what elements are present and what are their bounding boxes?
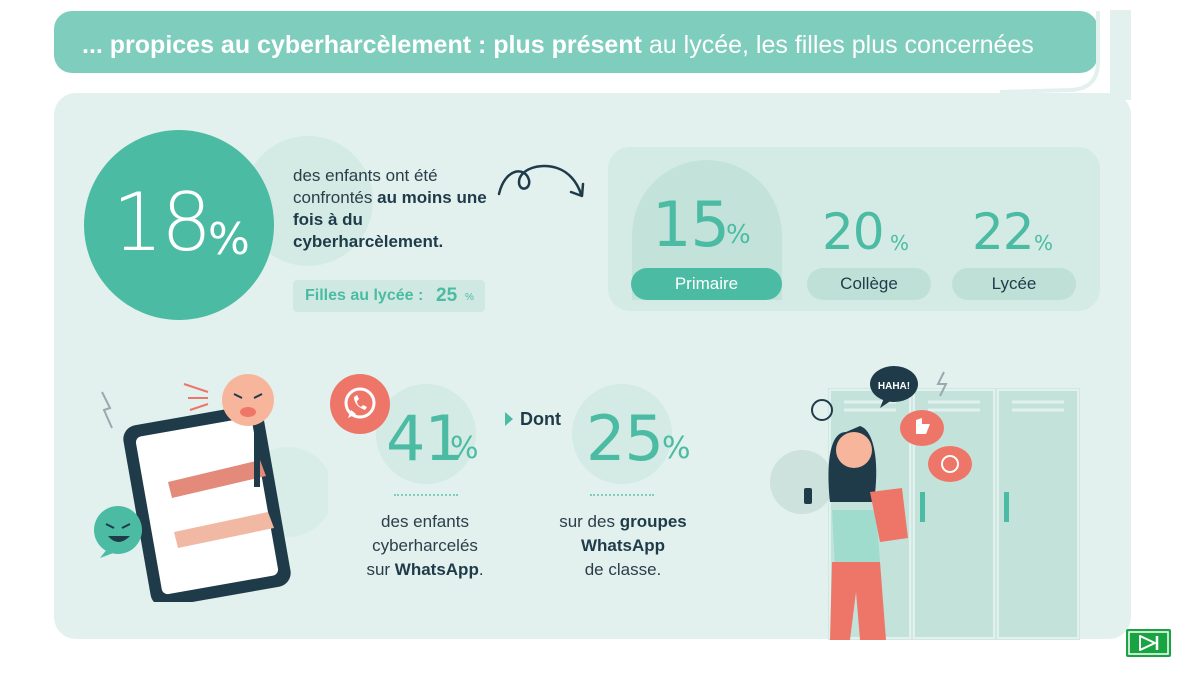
- whatsapp-icon-glyph: [344, 387, 376, 419]
- dont-label: Dont: [520, 409, 561, 429]
- next-slide-button[interactable]: [1126, 629, 1171, 657]
- stat2-line2-bold: WhatsApp: [580, 536, 666, 555]
- level-primaire-pill: Primaire: [631, 268, 782, 300]
- group-stat-unit: %: [662, 431, 691, 466]
- dotted-divider-2: [590, 494, 654, 496]
- whatsapp-stat-value: 41: [386, 402, 464, 475]
- girls-label: Filles au lycée :: [305, 287, 424, 304]
- level-college-value: 20: [822, 203, 885, 261]
- girls-value: 25: [436, 285, 458, 306]
- decor-circle-41: [376, 384, 476, 484]
- haha-text: HAHA!: [878, 381, 910, 392]
- header-decoration: [999, 11, 1100, 94]
- title-bold-start: ... propices au cyberharcèlement :: [82, 31, 494, 59]
- stat2-line2: WhatsApp: [538, 534, 708, 558]
- title-bold-highlight: plus présent: [493, 31, 642, 59]
- triangle-right-icon: [505, 412, 513, 426]
- header-bar: [54, 11, 1098, 73]
- stat2-line1-bold: groupes: [619, 512, 687, 531]
- stat2-line1-plain: sur des: [559, 512, 620, 531]
- level-lycee-value: 22: [972, 203, 1035, 261]
- overall-text-bold: au moins une fois à du cyberharcèlement.: [293, 188, 487, 251]
- group-stat-description: sur des groupes WhatsApp de classe.: [538, 510, 708, 582]
- title-end: au lycée, les filles plus concernées: [641, 31, 1034, 59]
- next-slide-icon: [1128, 631, 1169, 655]
- whatsapp-stat-unit: %: [450, 431, 479, 466]
- stat1-line3-bold: WhatsApp: [394, 560, 479, 579]
- curved-arrow-icon: [497, 164, 585, 198]
- girls-badge: [293, 280, 485, 312]
- panel-edge: [1110, 10, 1131, 100]
- girls-unit: %: [465, 292, 474, 303]
- girl-lockers-illustration: HAHA!: [770, 366, 1080, 640]
- level-college-unit: %: [890, 231, 910, 255]
- level-lycee-unit: %: [1034, 231, 1054, 255]
- level-lycee-pill: Lycée: [952, 268, 1076, 300]
- level-college-pill: Collège: [807, 268, 931, 300]
- overall-value: 18: [112, 176, 212, 269]
- stat2-line3: de classe.: [584, 560, 662, 579]
- overall-description: des enfants ont été confrontés au moins …: [293, 165, 493, 253]
- overall-text-plain: des enfants ont été confrontés: [293, 166, 438, 207]
- phone-harassment-illustration: [94, 374, 328, 602]
- decor-circle-25: [572, 384, 672, 484]
- stat1-line3-end: .: [478, 560, 484, 579]
- stat2-line1: sur des groupes: [538, 510, 708, 534]
- overall-unit: %: [208, 214, 250, 265]
- whatsapp-icon: [330, 374, 390, 434]
- stat1-line1: des enfants: [381, 512, 469, 531]
- whatsapp-stat-description: des enfants cyberharcelés sur WhatsApp.: [340, 510, 510, 582]
- dotted-divider: [394, 494, 458, 496]
- stat1-line3: sur WhatsApp.: [340, 558, 510, 582]
- stat1-line3-plain: sur: [366, 560, 395, 579]
- level-primaire-value: 15: [652, 188, 730, 261]
- group-stat-value: 25: [586, 402, 664, 475]
- stat1-line2: cyberharcelés: [372, 536, 478, 555]
- overall-circle: [84, 130, 274, 320]
- level-primaire-unit: %: [726, 220, 751, 250]
- page-title: ... propices au cyberharcèlement : plus …: [82, 30, 1034, 60]
